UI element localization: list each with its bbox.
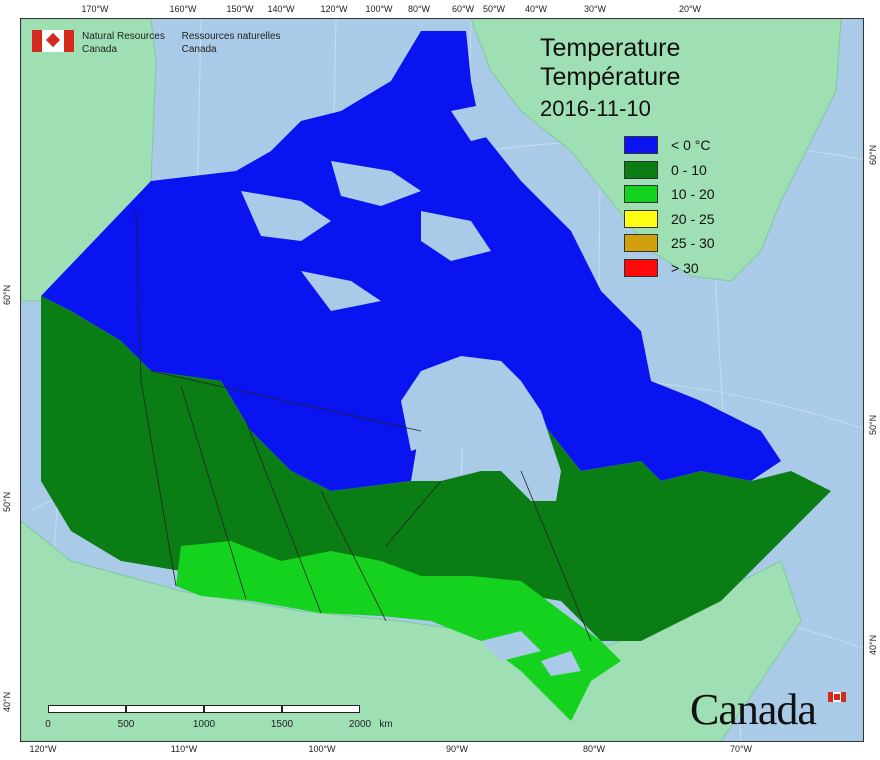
legend-swatch [624,185,658,204]
top-tick: 40°W [524,4,548,14]
legend-item: 25 - 30 [624,232,715,254]
scale-unit: km [379,719,393,730]
scale-segment [282,705,360,713]
bottom-tick: 110°W [170,744,198,754]
map-title: Temperature Température 2016-11-10 [540,34,680,123]
top-tick: 150°W [226,4,254,14]
top-tick: 50°W [482,4,506,14]
legend-item: < 0 °C [624,134,715,156]
agency-en-line1: Natural Resources [82,31,165,42]
wordmark-flag-icon [828,692,846,702]
legend-label: < 0 °C [671,137,711,153]
right-tick: 40°N [868,634,878,655]
legend-swatch [624,258,658,277]
arctic-channels [241,101,511,311]
top-tick: 80°W [407,4,431,14]
scale-segment [126,705,204,713]
top-tick: 30°W [583,4,607,14]
legend-item: 0 - 10 [624,159,715,181]
top-tick: 100°W [365,4,393,14]
region-below-zero [41,31,781,491]
canada-wordmark: Canada [690,685,817,734]
legend-item: > 30 [624,257,715,279]
agency-header: Natural Resources Canada Ressources natu… [32,30,295,56]
scale-segment [48,705,126,713]
legend-item: 20 - 25 [624,208,715,230]
right-tick: 60°N [868,144,878,165]
legend-label: 10 - 20 [671,186,715,203]
legend-swatch [624,234,658,253]
legend-label: > 30 [671,259,699,276]
agency-fr-line1: Ressources naturelles [181,31,281,42]
region-10-20 [176,541,621,721]
legend-label: 25 - 30 [671,235,715,252]
provincial-boundaries [135,210,592,642]
map-canvas[interactable] [20,18,864,742]
bottom-tick: 100°W [308,744,336,754]
title-en: Temperature [540,34,681,62]
legend-label: 0 - 10 [671,161,707,178]
top-tick: 160°W [169,4,197,14]
right-tick: 50°N [868,414,878,435]
title-fr: Température [540,63,681,91]
legend-label: 20 - 25 [671,210,715,227]
scale-label: 2000 [348,719,372,730]
top-tick: 170°W [81,4,109,14]
map-svg [21,19,863,741]
top-tick: 140°W [267,4,295,14]
canada-flag-icon [32,30,74,52]
bottom-tick: 120°W [29,744,57,754]
scale-label: 1500 [270,719,294,730]
left-tick: 60°N [2,284,12,305]
legend-item: 10 - 20 [624,183,715,205]
scale-segment [204,705,282,713]
top-tick: 60°W [451,4,475,14]
bottom-tick: 90°W [445,744,469,754]
left-tick: 40°N [2,691,12,712]
scale-label: 0 [45,719,51,730]
scale-label: 1000 [192,719,216,730]
legend-swatch [624,136,658,154]
bottom-tick: 70°W [729,744,753,754]
legend: < 0 °C 0 - 10 10 - 20 20 - 25 25 - 30 > … [624,134,715,282]
left-tick: 50°N [2,491,12,512]
top-tick: 20°W [678,4,702,14]
bottom-tick: 80°W [582,744,606,754]
map-date: 2016-11-10 [540,96,651,121]
legend-swatch [624,160,658,179]
great-lakes [481,631,581,676]
agency-en-line2: Canada [82,44,118,55]
top-tick: 120°W [320,4,348,14]
scale-label: 500 [117,719,135,730]
hudson-bay [401,356,561,501]
agency-fr-line2: Canada [181,44,217,55]
legend-swatch [624,209,658,228]
